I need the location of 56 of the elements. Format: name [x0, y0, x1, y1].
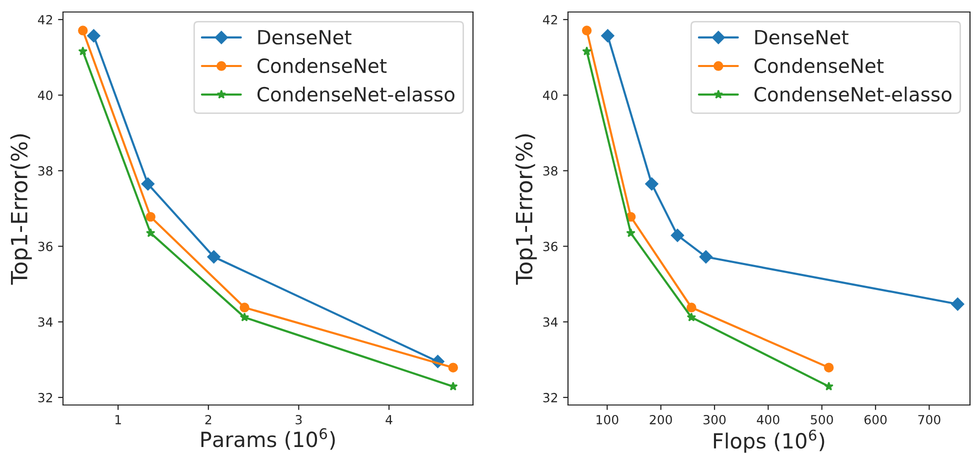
y-tick-label: 36	[38, 242, 52, 252]
point	[824, 362, 834, 372]
y-axis-title: Top1-Error(%)	[515, 134, 537, 285]
x-tick-label: 3	[296, 414, 302, 424]
point	[141, 177, 154, 191]
y-tick-label: 36	[543, 242, 558, 252]
y-tick-label: 32	[543, 392, 558, 402]
y-tick-label: 38	[543, 166, 558, 176]
x-tick-label: 600	[864, 414, 887, 424]
point	[240, 312, 250, 322]
legend-label: CondenseNet-elasso	[257, 86, 454, 102]
x-tick-label: 4	[386, 415, 392, 424]
y-tick-label: 42	[38, 15, 52, 24]
point	[240, 302, 250, 312]
x-tick-label: 400	[756, 414, 780, 424]
point	[146, 228, 156, 238]
x-tick-label: 1	[115, 415, 121, 424]
y-tick-label: 34	[38, 317, 53, 327]
x-tick-label: 500	[810, 414, 833, 424]
x-tick-label: 200	[650, 414, 672, 424]
point	[951, 298, 964, 311]
legend-label: DenseNet	[755, 30, 848, 45]
point	[626, 228, 636, 238]
y-tick-label: 32	[38, 392, 52, 402]
x-tick-label: 700	[918, 414, 940, 424]
legend-label: CondenseNet-elasso	[754, 86, 952, 102]
x-tick-label: 2	[205, 414, 212, 424]
point	[601, 29, 614, 42]
x-tick-label: 300	[704, 414, 726, 424]
x-axis-title: Flops (10$^{6}$)	[714, 430, 824, 453]
legend-label: DenseNet	[258, 30, 352, 45]
point	[448, 382, 458, 391]
point	[699, 250, 713, 264]
x-tick-label: 100	[596, 414, 618, 424]
legend-label: CondenseNet	[754, 58, 884, 74]
point	[582, 26, 592, 36]
point	[582, 46, 592, 56]
point	[824, 382, 834, 391]
y-tick-label: 40	[38, 90, 52, 100]
point	[207, 250, 220, 264]
point	[87, 29, 100, 42]
point	[78, 26, 88, 36]
y-tick-label: 34	[543, 317, 558, 327]
point	[670, 228, 684, 242]
legend-label: CondenseNet	[257, 58, 387, 74]
point	[78, 46, 88, 56]
point	[645, 177, 658, 191]
point	[146, 212, 156, 222]
y-tick-label: 38	[38, 166, 52, 176]
point	[686, 312, 696, 322]
y-tick-label: 40	[542, 90, 558, 100]
y-tick-label: 42	[542, 15, 558, 24]
x-axis-title: Params (10$^{6}$)	[201, 428, 335, 450]
point	[686, 302, 696, 312]
point	[448, 362, 458, 372]
y-axis-title: Top1-Error(%)	[10, 134, 32, 285]
